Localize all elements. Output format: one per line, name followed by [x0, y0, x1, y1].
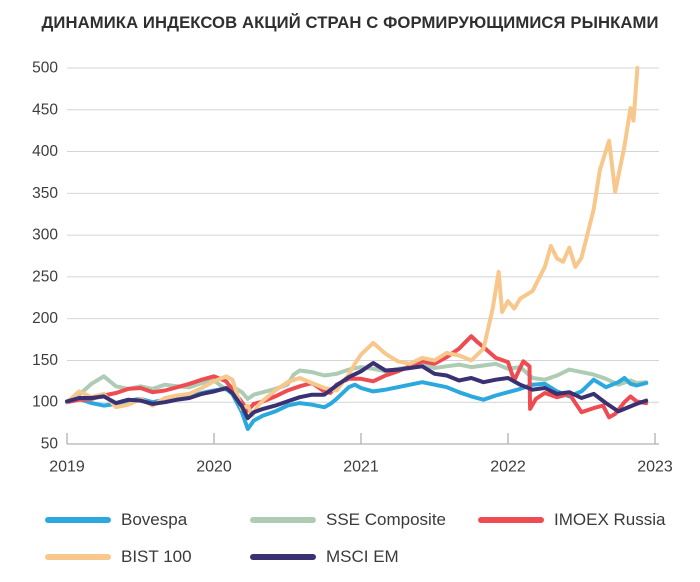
legend-label: SSE Composite: [326, 510, 446, 529]
chart-title: ДИНАМИКА ИНДЕКСОВ АКЦИЙ СТРАН С ФОРМИРУЮ…: [41, 13, 659, 32]
legend-row: BIST 100 MSCI EM: [0, 544, 700, 570]
legend-item-bist-100: BIST 100: [45, 544, 192, 570]
legend-swatch: [250, 554, 316, 560]
y-tick-label: 150: [32, 352, 58, 369]
y-tick-label: 450: [32, 101, 58, 118]
legend-item-sse-composite: SSE Composite: [250, 507, 446, 533]
series-line-sse-composite: [65, 361, 649, 405]
series-line-bist-100: [65, 66, 640, 418]
legend-swatch: [478, 517, 544, 523]
series-line-imoex-russia: [65, 334, 649, 420]
legend-swatch: [45, 554, 111, 560]
y-tick-label: 400: [32, 143, 58, 160]
line-chart: 50 100 150 200 250 300 350 400 450 500 2019 2020 202…: [32, 60, 673, 476]
series-line-msci-em: [65, 361, 649, 421]
x-tick-label: 2022: [490, 458, 526, 475]
y-tick-label: 300: [32, 227, 58, 244]
legend-swatch: [45, 517, 111, 523]
legend-row: Bovespa SSE Composite IMOEX Russia: [0, 507, 700, 533]
y-tick-label: 250: [32, 268, 58, 285]
y-tick-label: 50: [41, 436, 59, 453]
legend-label: Bovespa: [121, 510, 188, 529]
legend-item-imoex-russia: IMOEX Russia: [478, 507, 665, 533]
y-tick-label: 100: [32, 394, 58, 411]
x-tick-label: 2023: [637, 458, 673, 475]
x-tick-label: 2021: [343, 458, 379, 475]
legend-label: IMOEX Russia: [554, 510, 666, 529]
y-tick-label: 200: [32, 310, 58, 327]
x-tick-label: 2020: [196, 458, 232, 475]
x-tick-label: 2019: [49, 458, 85, 475]
legend-item-msci-em: MSCI EM: [250, 544, 399, 570]
chart-legend: Bovespa SSE Composite IMOEX Russia BIST 100…: [0, 503, 700, 579]
y-tick-label: 500: [32, 60, 58, 77]
y-tick-label: 350: [32, 185, 58, 202]
legend-swatch: [250, 517, 316, 523]
legend-label: MSCI EM: [326, 547, 399, 566]
legend-label: BIST 100: [121, 547, 192, 566]
legend-item-bovespa: Bovespa: [45, 507, 187, 533]
